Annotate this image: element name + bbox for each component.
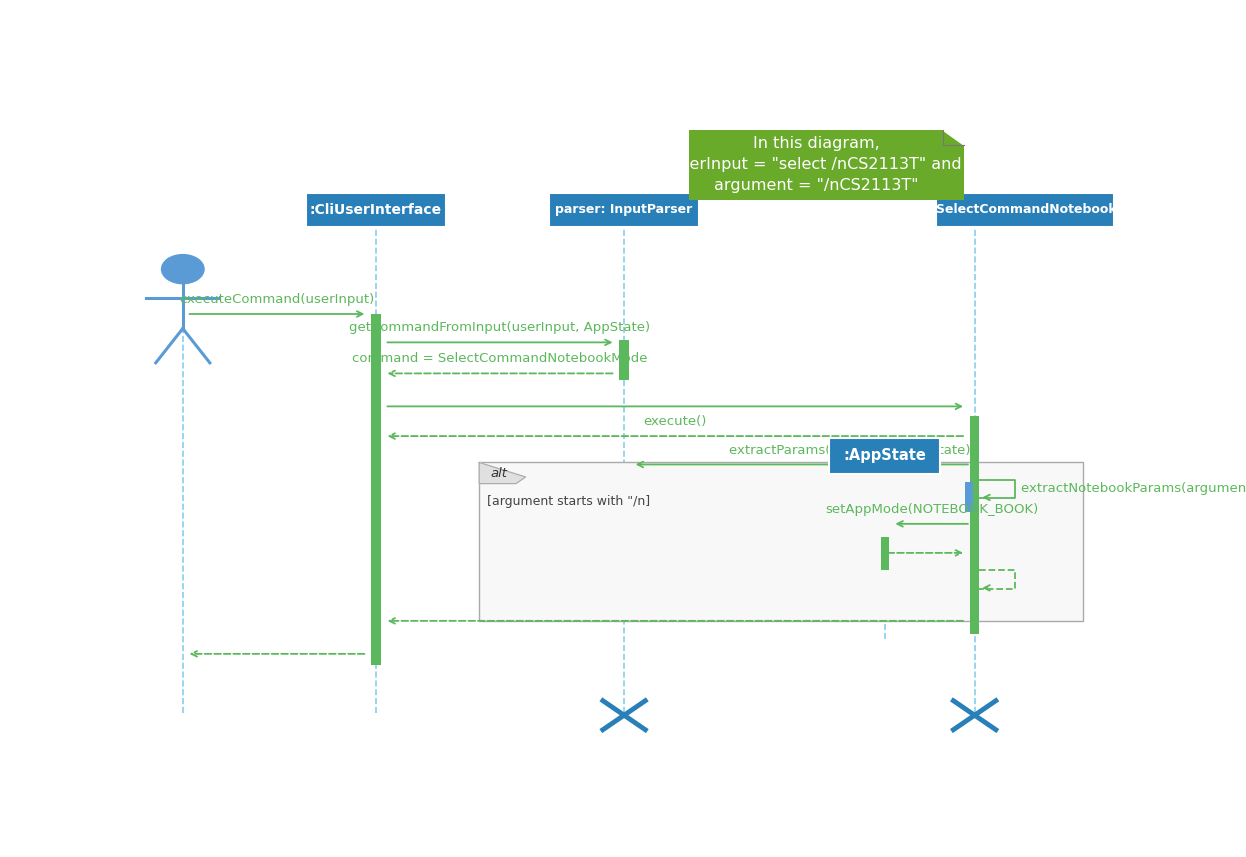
Text: extractNotebookParams(argument, AppState): extractNotebookParams(argument, AppState… [1020, 482, 1246, 495]
FancyBboxPatch shape [619, 340, 629, 380]
FancyBboxPatch shape [969, 416, 979, 634]
Text: :SelectCommandNotebook: :SelectCommandNotebook [932, 203, 1118, 216]
FancyBboxPatch shape [936, 193, 1114, 227]
Text: getCommandFromInput(userInput, AppState): getCommandFromInput(userInput, AppState) [349, 321, 650, 334]
Polygon shape [480, 463, 526, 483]
Text: parser: InputParser: parser: InputParser [556, 203, 693, 216]
Text: setAppMode(NOTEBOOK_BOOK): setAppMode(NOTEBOOK_BOOK) [825, 503, 1038, 516]
Text: extractParams(argument, AppState): extractParams(argument, AppState) [729, 444, 971, 457]
Text: command = SelectCommandNotebookMode: command = SelectCommandNotebookMode [353, 352, 648, 365]
Polygon shape [943, 130, 964, 145]
Text: alt: alt [490, 466, 507, 480]
FancyBboxPatch shape [480, 463, 1083, 620]
Text: :AppState: :AppState [844, 448, 926, 464]
FancyBboxPatch shape [371, 314, 381, 665]
Text: [argument starts with "/n]: [argument starts with "/n] [487, 495, 650, 508]
FancyBboxPatch shape [307, 193, 446, 227]
FancyBboxPatch shape [689, 130, 964, 200]
FancyBboxPatch shape [830, 438, 941, 474]
FancyBboxPatch shape [549, 193, 699, 227]
Text: executeCommand(userInput): executeCommand(userInput) [179, 293, 375, 306]
Text: execute(): execute() [644, 415, 706, 428]
FancyBboxPatch shape [881, 537, 888, 570]
Circle shape [162, 255, 204, 284]
Text: :CliUserInterface: :CliUserInterface [310, 203, 442, 217]
FancyBboxPatch shape [964, 482, 973, 512]
Text: In this diagram,
userInput = "select /nCS2113T" and
argument = "/nCS2113T": In this diagram, userInput = "select /nC… [670, 136, 962, 194]
